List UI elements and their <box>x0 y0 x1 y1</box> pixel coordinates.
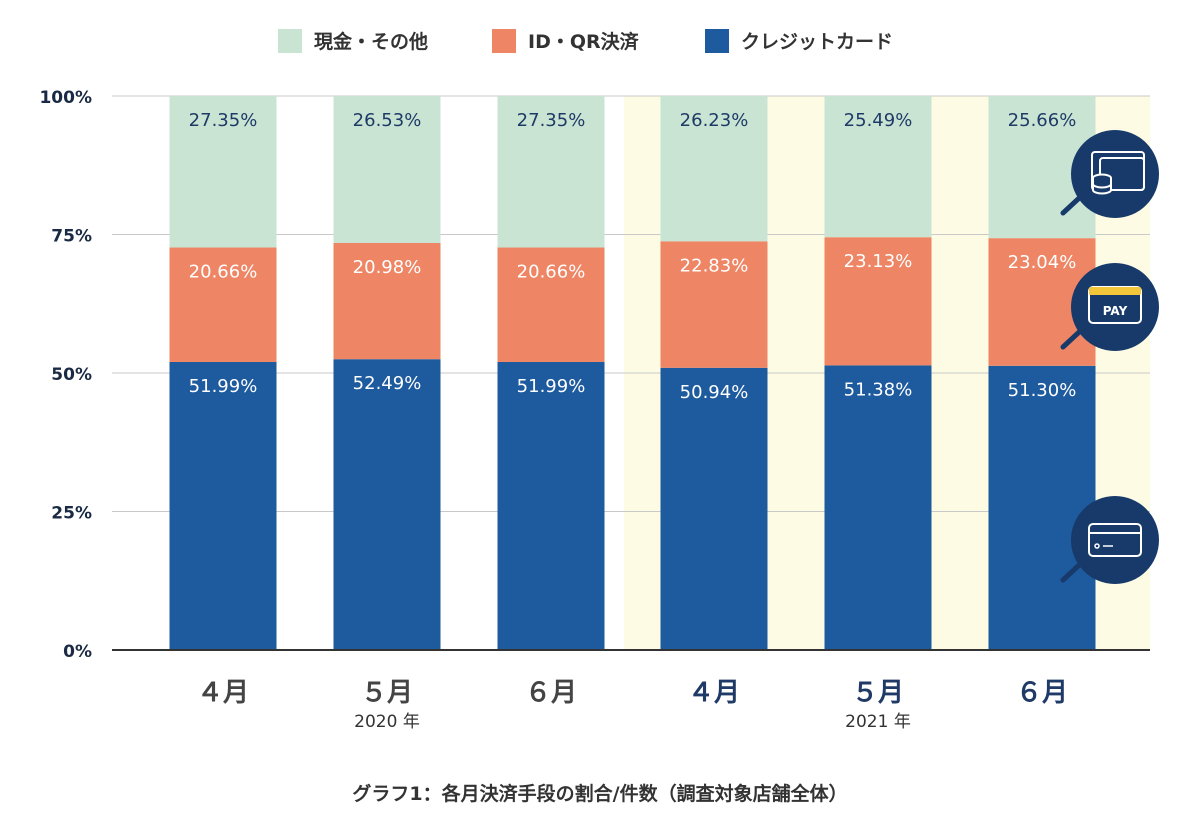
data-label: 22.83% <box>680 255 749 276</box>
bar-segment <box>824 96 932 238</box>
data-label: 26.23% <box>680 110 749 131</box>
year-group-label: 2021 年 <box>845 712 911 732</box>
legend-label: 現金・その他 <box>314 30 428 53</box>
year-group-label: 2020 年 <box>354 712 420 732</box>
x-tick-label: ５月 <box>852 678 904 708</box>
bar-segment <box>824 237 932 366</box>
chart-title: グラフ1：各月決済手段の割合/件数（調査対象店舗全体） <box>352 782 847 805</box>
bar-segment <box>497 96 605 248</box>
data-label: 23.13% <box>844 251 913 272</box>
credit-card-icon <box>1060 496 1159 584</box>
data-label: 27.35% <box>517 110 586 131</box>
bar-segment <box>169 361 277 650</box>
cash-card-icon <box>1060 130 1159 218</box>
legend-label: ID・QR決済 <box>528 30 640 53</box>
data-label: 51.30% <box>1008 380 1077 401</box>
data-label: 27.35% <box>189 110 258 131</box>
x-tick-label: ４月 <box>688 678 740 708</box>
pay-icon-label: PAY <box>1103 304 1128 318</box>
data-label: 20.66% <box>189 262 258 283</box>
y-tick-label: 50% <box>51 365 92 385</box>
data-label: 20.98% <box>353 257 422 278</box>
legend-swatch <box>492 29 516 53</box>
bar-segment <box>333 359 441 650</box>
bar-segment <box>169 247 277 362</box>
bar-segment <box>660 241 768 368</box>
x-tick-label: ６月 <box>1016 678 1068 708</box>
bars <box>169 96 1096 650</box>
bar-segment <box>824 365 932 650</box>
bar-segment <box>169 96 277 248</box>
pay-icon: PAY <box>1060 263 1159 351</box>
data-label: 51.99% <box>189 376 258 397</box>
data-label: 52.49% <box>353 373 422 394</box>
bar-segment <box>333 242 441 360</box>
legend-swatch <box>705 29 729 53</box>
data-labels: 51.99% 20.66% 27.35% 52.49% 20.98% 26.53% 51.9… <box>189 110 1077 403</box>
grid-lines <box>112 95 1150 512</box>
legend: 現金・その他 ID・QR決済 クレジットカード <box>278 29 893 53</box>
bar-segment <box>988 365 1096 650</box>
data-label: 50.94% <box>680 382 749 403</box>
bar-segment <box>660 367 768 650</box>
x-tick-label: ６月 <box>525 678 577 708</box>
legend-swatch <box>278 29 302 53</box>
data-label: 51.99% <box>517 376 586 397</box>
data-label: 20.66% <box>517 262 586 283</box>
x-tick-label: ５月 <box>361 678 413 708</box>
y-tick-label: 0% <box>63 642 92 662</box>
data-label: 23.04% <box>1008 252 1077 273</box>
bar-segment <box>497 361 605 650</box>
bar-segment <box>660 96 768 242</box>
bar-segment <box>497 247 605 362</box>
legend-label: クレジットカード <box>741 31 893 53</box>
bar-segment <box>333 96 441 243</box>
data-label: 25.49% <box>844 110 913 131</box>
axes: 0% 25% 50% 75% 100% ４月 ５月 ６月 ４月 ５月 ６月 2020 年 2021 年 <box>39 88 1150 732</box>
y-tick-label: 25% <box>51 504 92 524</box>
x-tick-label: ４月 <box>197 678 249 708</box>
data-label: 26.53% <box>353 110 422 131</box>
y-tick-label: 100% <box>39 88 92 108</box>
data-label: 25.66% <box>1008 110 1077 131</box>
y-tick-label: 75% <box>51 227 92 247</box>
data-label: 51.38% <box>844 379 913 400</box>
